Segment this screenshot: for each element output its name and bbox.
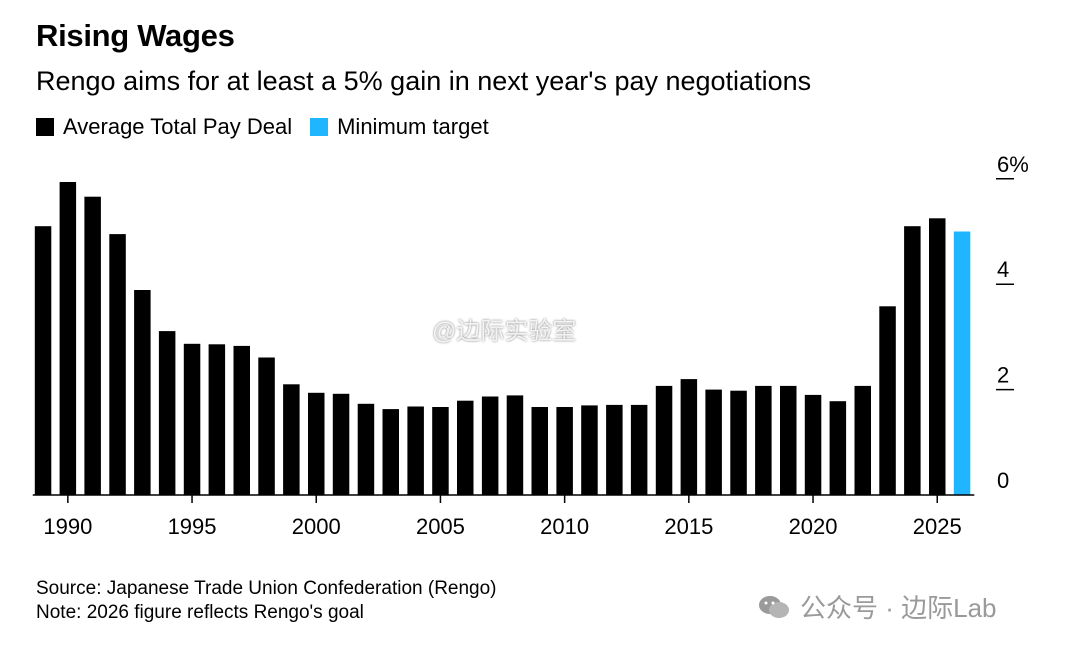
bar-pay-deal-2024	[904, 226, 921, 495]
bar-chart: 0 2 4 6% 1990 1995 2000 2005 2010 2015 2020 2025	[32, 152, 1029, 539]
bar-pay-deal-1989	[34, 226, 52, 495]
bar-pay-deal-2009	[531, 407, 548, 495]
bar-pay-deal-2021	[829, 401, 847, 495]
bar-pay-deal-1993	[134, 290, 151, 495]
bar-pay-deal-1996	[208, 344, 226, 495]
legend-label-target: Minimum target	[337, 114, 489, 139]
source-line: Source: Japanese Trade Union Confederati…	[36, 578, 497, 599]
bar-pay-deal-2000	[308, 392, 325, 495]
bar-pay-deal-1997	[233, 345, 250, 495]
bar-pay-deal-2022	[854, 385, 871, 495]
bar-pay-deal-2012	[606, 404, 623, 495]
bar-pay-deal-1992	[109, 234, 126, 495]
chart-title: Rising Wages	[36, 18, 235, 53]
watermark-corner-text: 公众号 · 边际Lab	[800, 593, 997, 623]
bar-pay-deal-2017	[730, 390, 747, 495]
bar-pay-deal-2004	[407, 406, 424, 495]
bar-pay-deal-2002	[357, 403, 375, 495]
bar-pay-deal-1999	[283, 384, 300, 495]
chart-subtitle: Rengo aims for at least a 5% gain in nex…	[36, 66, 812, 96]
legend-label-average: Average Total Pay Deal	[63, 114, 293, 139]
legend-item-target: Minimum target	[310, 114, 489, 140]
x-tick-label-2010: 2010	[540, 514, 589, 539]
note-line: Note: 2026 figure reflects Rengo's goal	[36, 602, 364, 623]
bar-pay-deal-2005	[432, 407, 449, 495]
bar-target-2026	[953, 231, 971, 495]
bar-pay-deal-1991	[84, 196, 101, 495]
bar-pay-deal-2007	[481, 396, 499, 495]
y-tick-label-0: 0	[997, 468, 1009, 493]
y-tick-label-2: 2	[997, 363, 1009, 388]
bar-pay-deal-1994	[158, 331, 176, 495]
watermark-center: @边际实验室	[432, 318, 577, 345]
x-tick-label-1995: 1995	[168, 514, 217, 539]
x-tick-label-2005: 2005	[416, 514, 465, 539]
legend-swatch-target	[310, 118, 329, 136]
y-tick-label-4: 4	[997, 257, 1009, 282]
x-tick-label-1990: 1990	[43, 514, 92, 539]
bar-pay-deal-2013	[630, 404, 648, 495]
x-tick-label-2000: 2000	[292, 514, 341, 539]
bar-pay-deal-1995	[183, 343, 201, 495]
x-tick-label-2025: 2025	[913, 514, 962, 539]
bar-pay-deal-2011	[581, 405, 598, 495]
bar-pay-deal-2006	[457, 400, 474, 495]
bar-pay-deal-2023	[879, 306, 896, 495]
bar-pay-deal-2016	[705, 389, 722, 495]
bar-pay-deal-2010	[556, 407, 573, 495]
legend-swatch-average	[36, 118, 54, 136]
bar-pay-deal-1990	[59, 182, 77, 495]
bar-pay-deal-2014	[655, 385, 673, 495]
x-tick-label-2015: 2015	[664, 514, 713, 539]
bar-pay-deal-2019	[780, 385, 797, 495]
bar-pay-deal-2018	[755, 385, 772, 495]
bar-pay-deal-1998	[258, 357, 275, 495]
wechat-icon	[759, 595, 789, 618]
bar-pay-deal-2001	[332, 393, 350, 495]
watermark-corner: 公众号 · 边际Lab	[758, 588, 997, 625]
bar-pay-deal-2008	[506, 395, 524, 495]
bar-pay-deal-2025	[929, 218, 946, 496]
source-note: Source: Japanese Trade Union Confederati…	[36, 577, 497, 625]
bar-pay-deal-2015	[680, 379, 698, 495]
y-tick-label-6: 6%	[997, 152, 1029, 177]
legend-item-average: Average Total Pay Deal	[36, 114, 292, 140]
bar-pay-deal-2003	[382, 409, 399, 495]
legend: Average Total Pay Deal Minimum target	[36, 114, 507, 140]
x-tick-label-2020: 2020	[789, 514, 838, 539]
bar-pay-deal-2020	[804, 394, 822, 495]
